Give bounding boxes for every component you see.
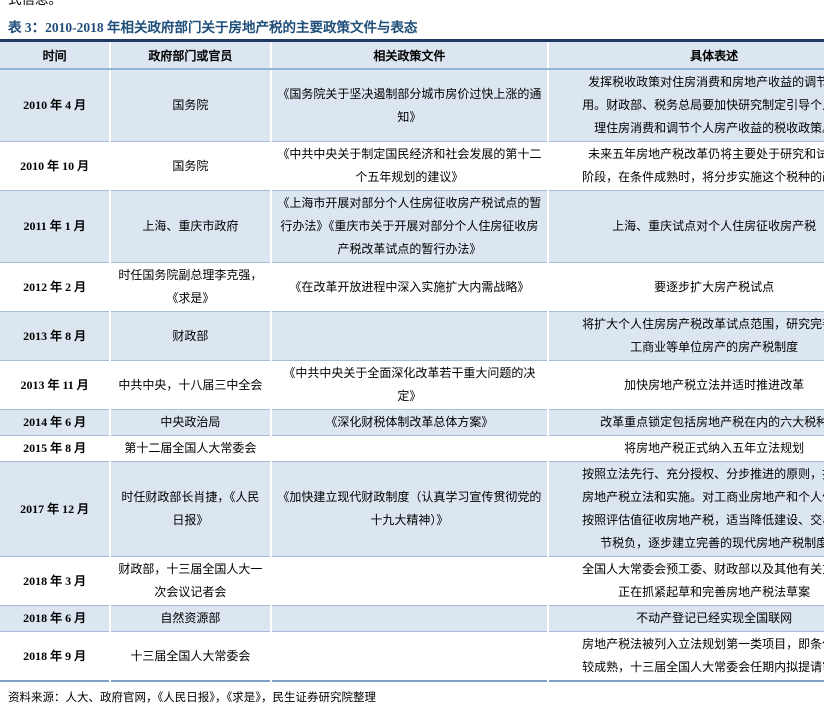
cell-department: 第十二届全国人大常委会 [109, 435, 271, 462]
cell-policy-document [269, 556, 549, 606]
cell-department: 时任财政部长肖捷，《人民 日报》 [109, 461, 271, 557]
table-row: 2010 年 10 月 国务院 《中共中央关于制定国民经济和社会发展的第十二 个… [0, 141, 824, 191]
cell-time: 2015 年 8 月 [0, 435, 111, 462]
cell-time: 2018 年 6 月 [0, 605, 111, 632]
cell-statement: 不动产登记已经实现全国联网 [547, 605, 824, 632]
cell-department: 自然资源部 [109, 605, 271, 632]
cell-statement: 改革重点锁定包括房地产税在内的六大税种 [547, 409, 824, 436]
cell-statement: 上海、重庆试点对个人住房征收房产税 [547, 190, 824, 263]
cell-time: 2014 年 6 月 [0, 409, 111, 436]
cell-time: 2010 年 4 月 [0, 69, 111, 142]
table-title: 表 3：2010-2018 年相关政府部门关于房地产税的主要政策文件与表态 [8, 20, 418, 35]
table-row: 2011 年 1 月 上海、重庆市政府 《上海市开展对部分个人住房征收房产税试点… [0, 190, 824, 263]
cell-statement: 未来五年房地产税改革仍将主要处于研究和试点 阶段，在条件成熟时，将分步实施这个税… [547, 141, 824, 191]
cell-policy-document [269, 631, 549, 682]
col-header-department: 政府部门或官员 [109, 40, 271, 70]
cell-time: 2017 年 12 月 [0, 461, 111, 557]
cell-time: 2011 年 1 月 [0, 190, 111, 263]
cell-department: 时任国务院副总理李克强， 《求是》 [109, 262, 271, 312]
cell-time: 2013 年 11 月 [0, 360, 111, 410]
table-row: 2012 年 2 月 时任国务院副总理李克强， 《求是》 《在改革开放进程中深入… [0, 262, 824, 312]
policy-table: 时间 政府部门或官员 相关政策文件 具体表述 2010 年 4 月 国务院 《国… [0, 39, 824, 682]
cell-department: 中共中央，十八届三中全会 [109, 360, 271, 410]
cell-statement: 全国人大常委会预工委、财政部以及其他有关方面 正在抓紧起草和完善房地产税法草案 [547, 556, 824, 606]
cell-department: 上海、重庆市政府 [109, 190, 271, 263]
table-header-row: 时间 政府部门或官员 相关政策文件 具体表述 [0, 40, 824, 70]
table-row: 2018 年 3 月 财政部，十三届全国人大一 次会议记者会 全国人大常委会预工… [0, 556, 824, 606]
table-row: 2017 年 12 月 时任财政部长肖捷，《人民 日报》 《加快建立现代财政制度… [0, 461, 824, 557]
table-row: 2013 年 11 月 中共中央，十八届三中全会 《中共中央关于全面深化改革若干… [0, 360, 824, 410]
cell-department: 国务院 [109, 141, 271, 191]
cell-policy-document [269, 311, 549, 361]
cell-department: 十三届全国人大常委会 [109, 631, 271, 682]
cell-department: 财政部，十三届全国人大一 次会议记者会 [109, 556, 271, 606]
cell-statement: 发挥税收政策对住房消费和房地产收益的调节作 用。财政部、税务总局要加快研究制定引… [547, 69, 824, 142]
table-row: 2010 年 4 月 国务院 《国务院关于坚决遏制部分城市房价过快上涨的通 知》… [0, 69, 824, 142]
preceding-paragraph-fragment: 式信息。 [0, 0, 824, 8]
cell-statement: 房地产税法被列入立法规划第一类项目，即条件比 较成熟，十三届全国人大常委会任期内… [547, 631, 824, 682]
table-row: 2018 年 9 月 十三届全国人大常委会 房地产税法被列入立法规划第一类项目，… [0, 631, 824, 682]
cell-policy-document: 《深化财税体制改革总体方案》 [269, 409, 549, 436]
cell-statement: 加快房地产税立法并适时推进改革 [547, 360, 824, 410]
cell-statement: 按照立法先行、充分授权、分步推进的原则，推进 房地产税立法和实施。对工商业房地产… [547, 461, 824, 557]
table-row: 2018 年 6 月 自然资源部 不动产登记已经实现全国联网 [0, 605, 824, 632]
cell-time: 2013 年 8 月 [0, 311, 111, 361]
cell-time: 2010 年 10 月 [0, 141, 111, 191]
cell-policy-document: 《在改革开放进程中深入实施扩大内需战略》 [269, 262, 549, 312]
cell-policy-document: 《中共中央关于全面深化改革若干重大问题的决 定》 [269, 360, 549, 410]
cell-statement: 将房地产税正式纳入五年立法规划 [547, 435, 824, 462]
cell-department: 国务院 [109, 69, 271, 142]
cell-policy-document [269, 605, 549, 632]
cell-department: 财政部 [109, 311, 271, 361]
table-row: 2015 年 8 月 第十二届全国人大常委会 将房地产税正式纳入五年立法规划 [0, 435, 824, 462]
cell-policy-document: 《上海市开展对部分个人住房征收房产税试点的暂 行办法》《重庆市关于开展对部分个人… [269, 190, 549, 263]
cell-time: 2018 年 3 月 [0, 556, 111, 606]
cell-time: 2018 年 9 月 [0, 631, 111, 682]
col-header-time: 时间 [0, 40, 111, 70]
cell-policy-document [269, 435, 549, 462]
cell-department: 中央政治局 [109, 409, 271, 436]
table-row: 2014 年 6 月 中央政治局 《深化财税体制改革总体方案》 改革重点锁定包括… [0, 409, 824, 436]
cell-time: 2012 年 2 月 [0, 262, 111, 312]
cell-statement: 将扩大个人住房房产税改革试点范围，研究完善对 工商业等单位房产的房产税制度 [547, 311, 824, 361]
cell-policy-document: 《中共中央关于制定国民经济和社会发展的第十二 个五年规划的建议》 [269, 141, 549, 191]
col-header-statement: 具体表述 [547, 40, 824, 70]
cell-policy-document: 《国务院关于坚决遏制部分城市房价过快上涨的通 知》 [269, 69, 549, 142]
source-note: 资料来源：人大、政府官网，《人民日报》，《求是》，民生证券研究院整理 [8, 692, 376, 704]
table-row: 2013 年 8 月 财政部 将扩大个人住房房产税改革试点范围，研究完善对 工商… [0, 311, 824, 361]
cell-policy-document: 《加快建立现代财政制度（认真学习宣传贯彻党的 十九大精神）》 [269, 461, 549, 557]
cell-statement: 要逐步扩大房产税试点 [547, 262, 824, 312]
col-header-policy-document: 相关政策文件 [269, 40, 549, 70]
